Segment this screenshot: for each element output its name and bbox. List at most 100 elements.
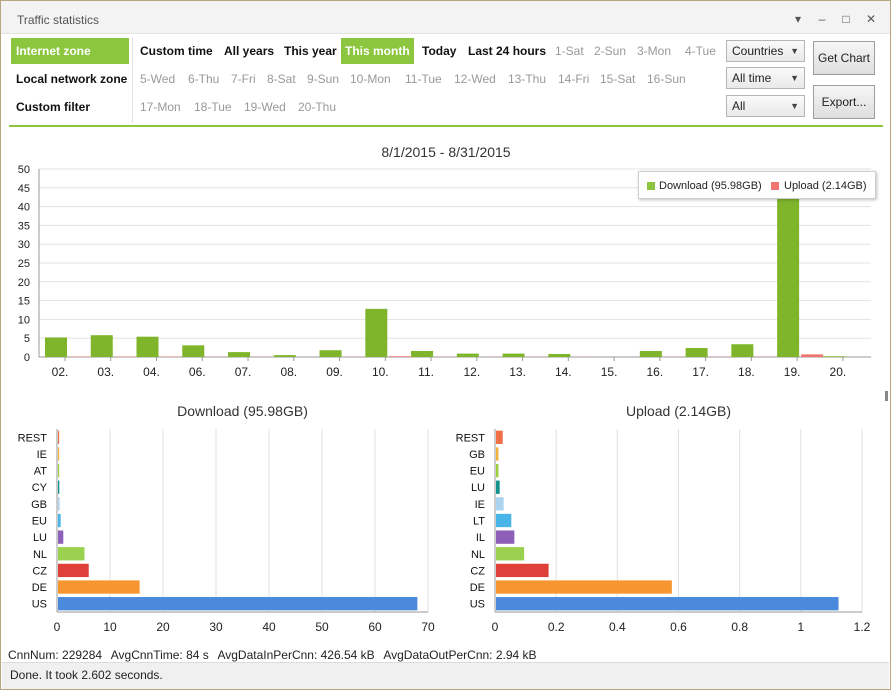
country-bar: [496, 447, 499, 461]
day-item[interactable]: 9-Sun: [307, 72, 340, 86]
x-tick-label: 1.2: [854, 620, 871, 634]
day-item[interactable]: 14-Fri: [558, 72, 590, 86]
download-bar: [319, 350, 342, 357]
country-bar: [496, 597, 839, 611]
country-label: IL: [476, 532, 485, 544]
x-tick-label: 04.: [143, 365, 160, 379]
stats-line: CnnNum: 229284 AvgCnnTime: 84 s AvgDataI…: [8, 648, 543, 662]
zone-custom-filter[interactable]: Custom filter: [16, 100, 91, 114]
period-today[interactable]: Today: [422, 44, 457, 58]
day-item[interactable]: 6-Thu: [188, 72, 220, 86]
country-bar: [496, 580, 672, 594]
country-bar: [496, 480, 500, 494]
close-icon[interactable]: ✕: [865, 12, 877, 26]
legend-download-label: Download (95.98GB): [659, 180, 762, 192]
download-bar: [502, 353, 525, 357]
day-item[interactable]: 12-Wed: [454, 72, 496, 86]
upload-bar: [389, 356, 412, 357]
country-bar: [58, 530, 64, 544]
window-menu-icon[interactable]: ▾: [794, 12, 802, 26]
country-label: REST: [456, 432, 486, 444]
group-by-value: Countries: [732, 44, 784, 58]
y-tick-label: 20: [18, 277, 30, 289]
day-item[interactable]: 3-Mon: [637, 44, 672, 58]
export-button[interactable]: Export...: [813, 85, 875, 119]
zone-local-network[interactable]: Local network zone: [16, 72, 128, 86]
country-label: LT: [473, 516, 485, 528]
chart-title: Download (95.98GB): [177, 403, 308, 419]
day-item[interactable]: 13-Thu: [508, 72, 547, 86]
x-tick-label: 0.6: [670, 620, 687, 634]
x-tick-label: 10: [103, 620, 117, 634]
x-tick-label: 50: [315, 620, 329, 634]
download-bar: [456, 353, 479, 357]
period-custom-time[interactable]: Custom time: [140, 44, 213, 58]
legend-upload-label: Upload (2.14GB): [784, 180, 867, 192]
status-bar: Done. It took 2.602 seconds.: [2, 662, 889, 689]
status-message: Done. It took 2.602 seconds.: [10, 668, 163, 682]
country-bar: [496, 547, 525, 561]
day-item[interactable]: 8-Sat: [267, 72, 296, 86]
day-item[interactable]: 7-Fri: [231, 72, 256, 86]
y-tick-label: 50: [18, 164, 30, 176]
day-item[interactable]: 16-Sun: [647, 72, 686, 86]
x-tick-label: 06.: [189, 365, 206, 379]
title-bar: Traffic statistics ▾ – □ ✕: [1, 1, 890, 34]
chevron-down-icon: ▼: [790, 101, 799, 111]
y-tick-label: 40: [18, 202, 30, 214]
day-item[interactable]: 10-Mon: [350, 72, 391, 86]
x-tick-label: 1: [797, 620, 804, 634]
period-all-years[interactable]: All years: [224, 44, 275, 58]
x-tick-label: 07.: [235, 365, 252, 379]
zone-internet[interactable]: Internet zone: [11, 38, 129, 64]
day-item[interactable]: 20-Thu: [298, 100, 337, 114]
country-bar: [58, 430, 60, 444]
time-range-value: All time: [732, 71, 772, 85]
x-tick-label: 20.: [830, 365, 847, 379]
day-item[interactable]: 17-Mon: [140, 100, 181, 114]
country-label: US: [32, 599, 47, 611]
group-by-select[interactable]: Countries ▼: [726, 40, 805, 62]
country-label: GB: [31, 499, 47, 511]
maximize-icon[interactable]: □: [842, 12, 850, 26]
period-last-24-hours[interactable]: Last 24 hours: [468, 44, 547, 58]
day-item[interactable]: 4-Tue: [685, 44, 716, 58]
day-item[interactable]: 18-Tue: [194, 100, 232, 114]
country-label: LU: [471, 482, 485, 494]
country-bar: [58, 547, 85, 561]
country-label: CZ: [32, 565, 47, 577]
day-item[interactable]: 2-Sun: [594, 44, 627, 58]
x-tick-label: 15.: [601, 365, 618, 379]
country-bar: [58, 480, 60, 494]
y-tick-label: 45: [18, 183, 30, 195]
x-tick-label: 0: [54, 620, 61, 634]
country-bar: [58, 580, 140, 594]
x-tick-label: 70: [421, 620, 435, 634]
get-chart-button[interactable]: Get Chart: [813, 41, 875, 75]
period-this-year[interactable]: This year: [284, 44, 337, 58]
country-label: LU: [33, 532, 47, 544]
period-this-month[interactable]: This month: [341, 38, 414, 64]
filter-select[interactable]: All ▼: [726, 95, 805, 117]
day-item[interactable]: 15-Sat: [600, 72, 636, 86]
time-range-select[interactable]: All time ▼: [726, 67, 805, 89]
x-tick-label: 40: [262, 620, 276, 634]
day-item[interactable]: 19-Wed: [244, 100, 286, 114]
chevron-down-icon: ▼: [790, 73, 799, 83]
country-label: IE: [37, 449, 47, 461]
x-tick-label: 11.: [418, 365, 434, 379]
x-tick-label: 0.4: [609, 620, 626, 634]
download-bar: [548, 353, 571, 357]
minimize-icon[interactable]: –: [818, 12, 826, 26]
y-tick-label: 0: [24, 352, 30, 364]
country-label: IE: [475, 499, 485, 511]
stat-avg-cnn-time: AvgCnnTime: 84 s: [110, 648, 209, 662]
x-tick-label: 0: [492, 620, 499, 634]
download-bar: [685, 347, 708, 357]
day-item[interactable]: 5-Wed: [140, 72, 176, 86]
day-item[interactable]: 11-Tue: [405, 72, 442, 86]
x-tick-label: 16.: [647, 365, 664, 379]
day-item[interactable]: 1-Sat: [555, 44, 584, 58]
download-bar: [777, 189, 800, 357]
